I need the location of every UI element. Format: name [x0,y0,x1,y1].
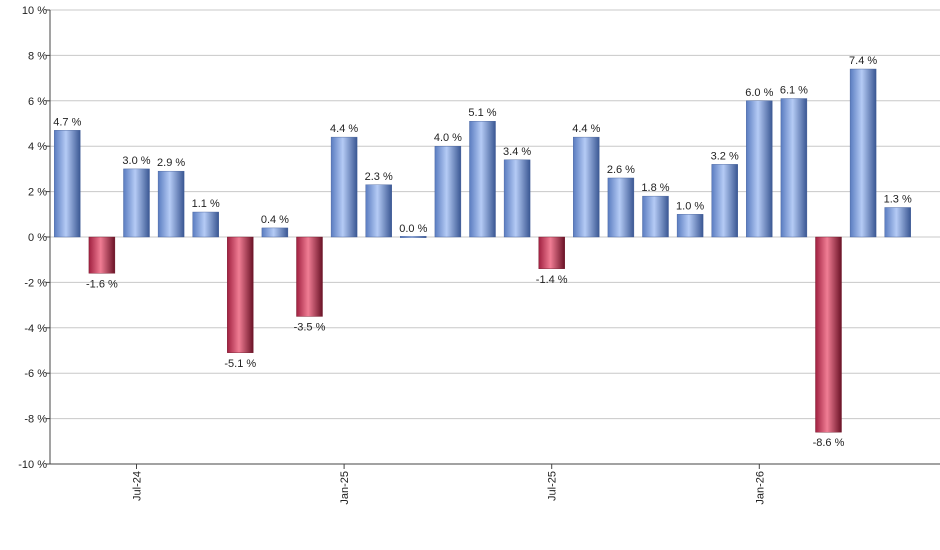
bar-value-label: -5.1 % [224,358,256,370]
bar-value-label: 3.2 % [711,150,739,162]
y-tick-label: -4 % [24,323,47,335]
bar-negative [538,236,565,269]
bar-positive [261,227,289,238]
y-tick-label: 4 % [28,141,47,153]
y-tick-label: 0 % [28,232,47,244]
bar-value-label: 6.0 % [745,87,773,99]
bar-value-label: 2.9 % [157,157,185,169]
bar-value-label: -1.6 % [86,278,118,290]
y-tick-label: 8 % [28,50,47,62]
bar-positive [54,130,81,238]
bars [54,68,911,433]
bar-value-label: 3.0 % [122,155,150,167]
bar-value-label: 1.8 % [641,182,669,194]
bar-positive [642,195,669,238]
bar-positive [503,159,531,238]
bar-value-label: 5.1 % [468,107,496,119]
bar-value-label: 4.4 % [572,123,600,135]
bar-value-label: 4.0 % [434,132,462,144]
bar-positive [157,170,185,238]
bar-negative [815,236,842,433]
x-tick-label: Jul-25 [547,471,559,501]
bar-positive [711,164,738,238]
y-tick-label: 6 % [28,96,47,108]
bar-positive [365,184,392,238]
bar-value-label: 3.4 % [503,146,531,158]
y-tick-label: 2 % [28,187,47,199]
bar-negative [296,236,323,317]
bar-value-label: -1.4 % [536,274,568,286]
axes [46,9,940,469]
x-tick-label: Jan-26 [754,471,766,505]
x-axis-tick-labels: Jul-24 Jan-25 Jul-25 Jan-26 [132,471,767,505]
x-tick-label: Jul-24 [132,471,144,501]
bar-positive [607,177,635,238]
bar-positive [400,236,427,238]
data-labels: 4.7 % -1.6 % 3.0 % 2.9 % 1.1 % -5.1 % 0.4 % -3.… [53,55,912,449]
x-tick-label: Jan-25 [339,471,351,505]
bar-positive [884,207,911,238]
bar-positive [746,100,773,238]
bar-value-label: 1.0 % [676,200,704,212]
bar-value-label: 0.0 % [399,223,427,235]
y-tick-label: -10 % [18,459,47,471]
y-tick-label: -2 % [24,277,47,289]
bar-value-label: -8.6 % [813,437,845,449]
bar-value-label: 2.3 % [365,171,393,183]
bar-value-label: 4.7 % [53,116,81,128]
bar-negative [227,236,254,353]
bar-positive [330,136,358,238]
bar-value-label: 1.3 % [884,193,912,205]
bar-positive [434,145,462,238]
bar-value-label: 2.6 % [607,164,635,176]
y-tick-label: -8 % [24,414,47,426]
bar-negative [88,236,116,274]
bar-value-label: 4.4 % [330,123,358,135]
bar-value-label: 6.1 % [780,85,808,97]
bar-value-label: 1.1 % [192,198,220,210]
bar-positive [676,214,704,238]
bar-positive [469,121,496,238]
bar-positive [192,211,219,238]
bar-positive [849,68,877,238]
bar-positive [780,98,808,238]
y-axis-tick-labels: -10 % -8 % -6 % -4 % -2 % 0 % 2 % 4 % 6 % 8 % 10 % [18,5,47,471]
bar-value-label: 7.4 % [849,55,877,67]
y-tick-label: -6 % [24,368,47,380]
bar-positive [573,136,600,238]
bar-positive [123,168,150,238]
bar-value-label: 0.4 % [261,214,289,226]
y-tick-label: 10 % [22,5,47,17]
bar-value-label: -3.5 % [294,321,326,333]
